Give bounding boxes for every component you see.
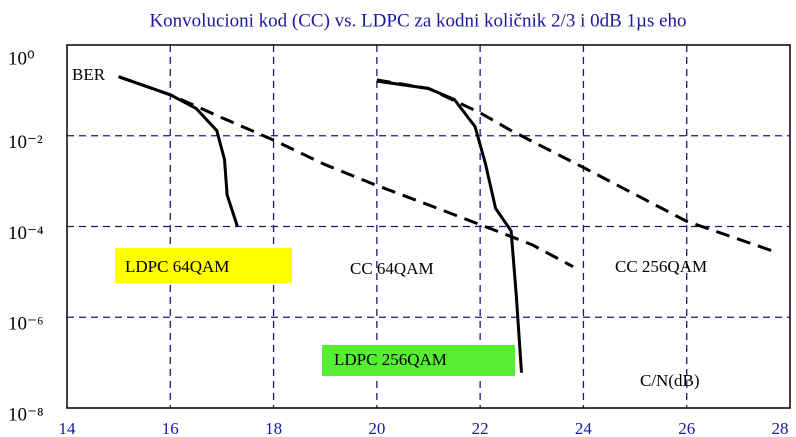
series-label: CC 64QAM bbox=[350, 259, 434, 278]
x-axis-label: C/N(dB) bbox=[640, 371, 700, 390]
x-tick-label: 14 bbox=[59, 419, 77, 437]
y-tick-label: 10⁻² bbox=[8, 132, 43, 153]
plot-frame bbox=[66, 44, 791, 409]
series-label: LDPC 256QAM bbox=[334, 350, 447, 369]
label-box bbox=[322, 345, 515, 376]
label-box bbox=[115, 248, 292, 283]
series-line bbox=[376, 78, 775, 254]
series-line bbox=[118, 75, 239, 227]
x-tick-label: 24 bbox=[575, 419, 593, 437]
y-tick-label: 10⁻⁸ bbox=[8, 404, 44, 425]
x-tick-label: 26 bbox=[678, 419, 695, 437]
series-line bbox=[118, 75, 574, 269]
y-tick-label: 10⁰ bbox=[8, 48, 35, 69]
series-line bbox=[376, 79, 523, 373]
x-tick-label: 18 bbox=[265, 419, 282, 437]
x-tick-label: 28 bbox=[772, 419, 789, 437]
x-tick-label: 16 bbox=[162, 419, 179, 437]
series-label: CC 256QAM bbox=[615, 257, 707, 276]
y-axis-label: BER bbox=[72, 65, 106, 84]
chart-title: Konvolucioni kod (CC) vs. LDPC za kodni … bbox=[149, 10, 686, 31]
x-tick-label: 22 bbox=[472, 419, 489, 437]
series-label: LDPC 64QAM bbox=[125, 257, 229, 276]
x-tick-label: 20 bbox=[368, 419, 385, 437]
y-tick-label: 10⁻⁴ bbox=[8, 223, 44, 244]
y-tick-label: 10⁻⁶ bbox=[8, 314, 44, 335]
